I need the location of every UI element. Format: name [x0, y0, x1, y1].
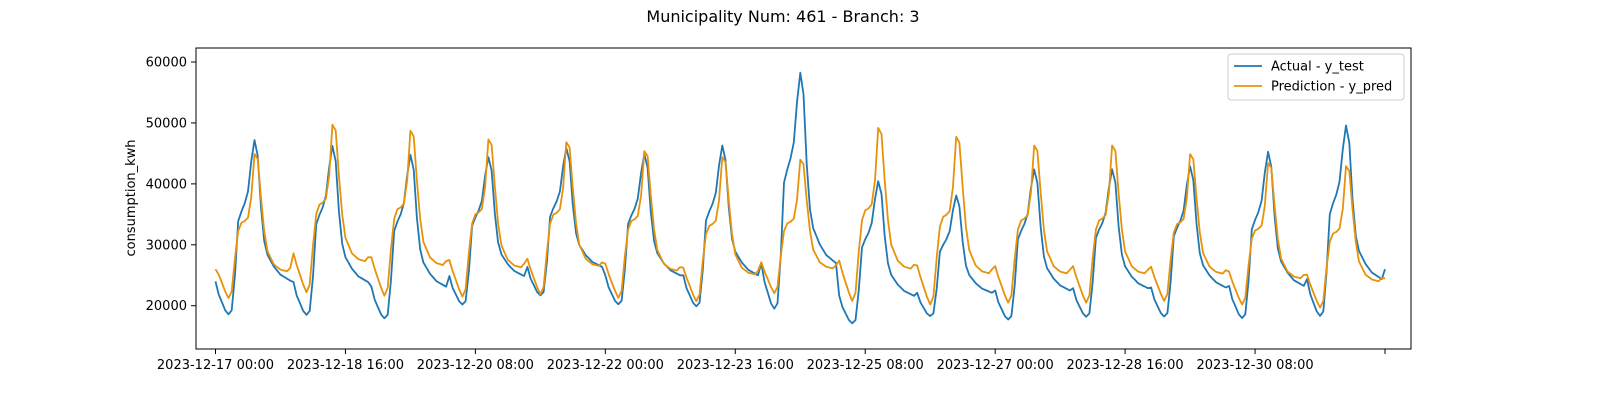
series-line-0 — [214, 71, 1386, 325]
legend-entry-0: Actual - y_test — [1271, 60, 1364, 75]
y-tick-label: 40000 — [146, 177, 187, 192]
legend: Actual - y_test Prediction - y_pred — [1227, 53, 1405, 101]
x-tick-label: 2023-12-23 16:00 — [677, 358, 794, 373]
x-tick-label: 2023-12-20 08:00 — [417, 358, 534, 373]
legend-box — [1227, 53, 1405, 101]
x-tick-label: 2023-12-17 00:00 — [157, 358, 274, 373]
x-tick-label: 2023-12-27 00:00 — [937, 358, 1054, 373]
x-tick-label: 2023-12-22 00:00 — [547, 358, 664, 373]
x-tick-label: 2023-12-28 16:00 — [1067, 358, 1184, 373]
y-axis-label: consumption_kwh — [124, 139, 139, 256]
y-axis: 20000 30000 40000 50000 60000 — [146, 56, 196, 314]
series-lines — [214, 71, 1386, 325]
x-tick-label: 2023-12-18 16:00 — [287, 358, 404, 373]
y-tick-label: 60000 — [146, 56, 187, 71]
x-axis: 2023-12-17 00:00 2023-12-18 16:00 2023-12-… — [157, 349, 1386, 373]
y-tick-label: 50000 — [146, 116, 187, 131]
y-tick-label: 30000 — [146, 238, 187, 253]
x-tick-label: 2023-12-30 08:00 — [1196, 358, 1313, 373]
plot-area — [195, 47, 1412, 350]
chart-title: Municipality Num: 461 - Branch: 3 — [646, 7, 919, 26]
legend-entry-1: Prediction - y_pred — [1271, 80, 1392, 95]
series-line-1 — [214, 123, 1386, 309]
y-tick-label: 20000 — [146, 299, 187, 314]
x-tick-label: 2023-12-25 08:00 — [807, 358, 924, 373]
